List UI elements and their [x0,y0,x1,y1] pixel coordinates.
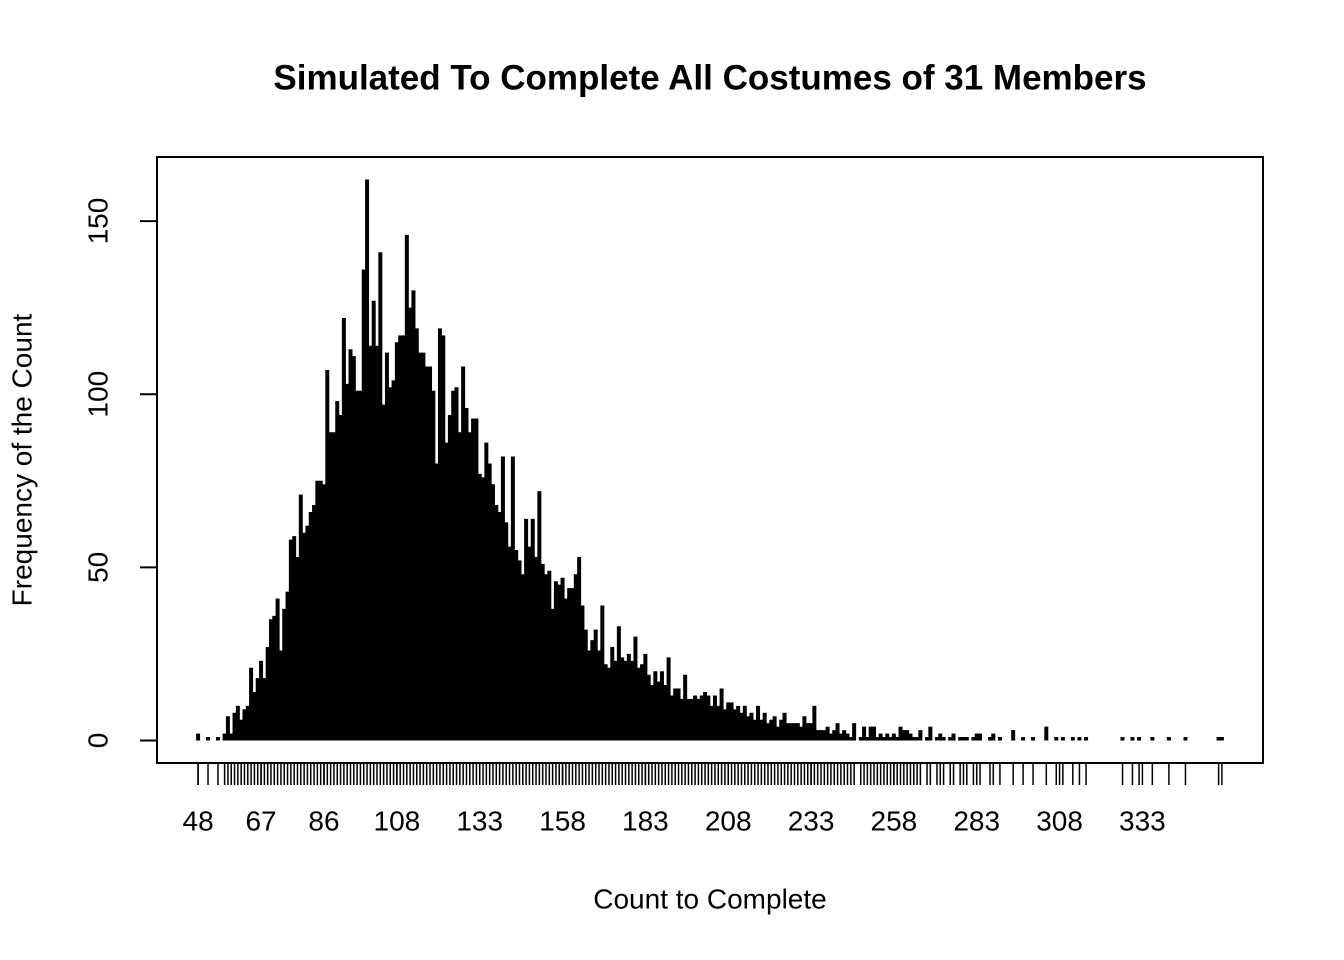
x-tick-label: 133 [456,805,503,836]
x-tick-label: 158 [539,805,586,836]
x-tick-label: 67 [245,805,276,836]
y-tick-label: 150 [82,198,113,245]
x-tick-label: 86 [308,805,339,836]
x-tick-label: 208 [705,805,752,836]
x-tick-label: 48 [183,805,214,836]
x-tick-label: 283 [953,805,1000,836]
y-tick-label: 50 [82,552,113,583]
y-tick-label: 0 [82,733,113,749]
x-tick-label: 308 [1036,805,1083,836]
x-tick-label: 108 [374,805,421,836]
y-axis-label: Frequency of the Count [6,313,37,606]
x-tick-label: 183 [622,805,669,836]
x-tick-label: 333 [1119,805,1166,836]
y-tick-label: 100 [82,371,113,418]
chart-title: Simulated To Complete All Costumes of 31… [273,58,1146,97]
plot-frame [156,156,1264,764]
x-axis-label: Count to Complete [593,883,826,914]
x-tick-label: 233 [788,805,835,836]
x-tick-label: 258 [871,805,918,836]
